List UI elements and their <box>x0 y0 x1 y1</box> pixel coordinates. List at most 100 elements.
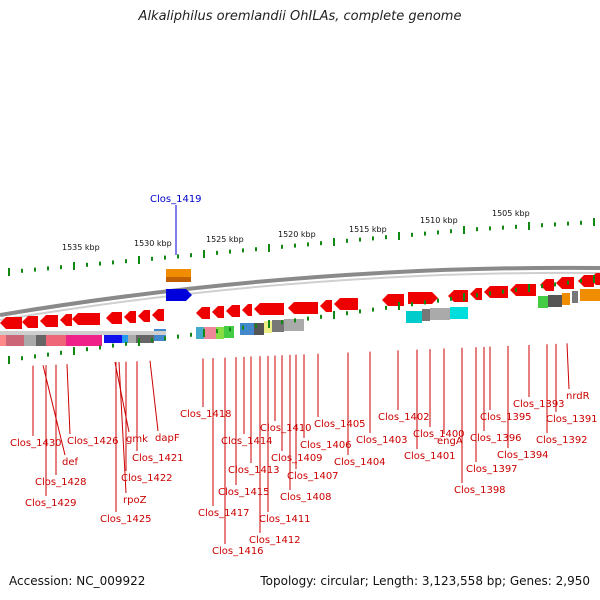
gene-label[interactable]: Clos_1393 <box>513 399 565 410</box>
gene-label[interactable]: Clos_1417 <box>198 508 250 519</box>
gene-label[interactable]: Clos_1409 <box>271 453 323 464</box>
lower-tick <box>463 293 465 301</box>
gene-label[interactable]: engA <box>437 436 463 447</box>
gene-arrow[interactable] <box>320 300 332 312</box>
scale-tick <box>580 220 582 225</box>
highlighted-gene-arrow[interactable] <box>166 289 192 301</box>
gene-label[interactable]: Clos_1430 <box>10 438 62 449</box>
gene-label[interactable]: Clos_1429 <box>25 498 77 509</box>
gene-arrow[interactable] <box>578 275 594 287</box>
gene-arrow[interactable] <box>510 284 536 296</box>
gene-label[interactable]: Clos_1405 <box>314 419 366 430</box>
lower-tick <box>255 323 257 328</box>
gene-label[interactable]: Clos_1408 <box>280 492 332 503</box>
lower-tick <box>515 287 517 292</box>
feature-block <box>216 327 224 339</box>
gene-arrow[interactable] <box>556 277 574 289</box>
gene-label[interactable]: dapF <box>155 433 180 444</box>
gene-label[interactable]: rpoZ <box>123 495 147 506</box>
gene-arrow[interactable] <box>408 292 438 304</box>
lower-tick <box>580 278 582 283</box>
gene-arrow[interactable] <box>254 303 284 315</box>
gene-label[interactable]: Clos_1396 <box>470 433 522 444</box>
highlighted-gene-label[interactable]: Clos_1419 <box>150 194 202 205</box>
lower-tick <box>177 334 179 339</box>
gene-label[interactable]: Clos_1406 <box>300 440 352 451</box>
gene-label[interactable]: Clos_1391 <box>546 414 598 425</box>
feature-strip <box>0 331 166 335</box>
gene-label[interactable]: Clos_1422 <box>121 473 173 484</box>
gene-arrow[interactable] <box>540 279 554 291</box>
gene-label[interactable]: Clos_1410 <box>260 423 312 434</box>
gene-label[interactable]: Clos_1403 <box>356 435 408 446</box>
gene-arrow[interactable] <box>106 312 122 324</box>
gene-label[interactable]: Clos_1398 <box>454 485 506 496</box>
gene-label[interactable]: nrdR <box>566 391 590 402</box>
feature-block <box>406 311 422 323</box>
gene-arrow[interactable] <box>334 298 358 310</box>
feature-block <box>0 334 6 346</box>
gene-arrow[interactable] <box>226 305 240 317</box>
scale-tick <box>268 244 270 252</box>
scale-bar: 1535 kbp 1530 kbp 1525 kbp 1520 kbp 1515 kbp… <box>8 209 595 276</box>
gene-label[interactable]: Clos_1418 <box>180 409 232 420</box>
scale-tick <box>112 260 114 265</box>
gene-arrow[interactable] <box>382 294 404 306</box>
gene-label[interactable]: Clos_1401 <box>404 451 456 462</box>
feature-block <box>548 295 562 307</box>
feature-block <box>196 327 204 339</box>
lower-tick <box>73 347 75 355</box>
gene-label[interactable]: Clos_1402 <box>378 412 430 423</box>
gene-label[interactable]: Clos_1428 <box>35 477 87 488</box>
scale-tick <box>528 222 530 230</box>
scale-tick <box>411 232 413 237</box>
gene-label[interactable]: Clos_1426 <box>67 436 119 447</box>
lower-tick <box>203 329 205 337</box>
gene-arrow[interactable] <box>124 311 136 323</box>
label-leader-line <box>114 362 130 433</box>
gene-arrow[interactable] <box>242 304 252 316</box>
gene-label[interactable]: def <box>62 457 79 468</box>
gene-arrow[interactable] <box>212 306 224 318</box>
label-leader-line <box>149 360 159 432</box>
gene-label[interactable]: Clos_1416 <box>212 546 264 557</box>
gene-arrow[interactable] <box>138 310 150 322</box>
gene-arrow[interactable] <box>196 307 210 319</box>
scale-tick <box>593 218 595 226</box>
gene-label[interactable]: Clos_1425 <box>100 514 152 525</box>
gene-label[interactable]: Clos_1397 <box>466 464 518 475</box>
gene-label[interactable]: Clos_1411 <box>259 514 311 525</box>
gene-label[interactable]: Clos_1407 <box>287 471 339 482</box>
feature-block <box>562 293 570 305</box>
gene-label[interactable]: Clos_1413 <box>228 465 280 476</box>
gene-label[interactable]: Clos_1412 <box>249 535 301 546</box>
gene-arrow[interactable] <box>288 302 318 314</box>
scale-tick-label: 1510 kbp <box>420 216 458 225</box>
gene-label[interactable]: Clos_1415 <box>218 487 270 498</box>
scale-tick <box>86 262 88 267</box>
gene-label[interactable]: Clos_1395 <box>480 412 532 423</box>
gene-label[interactable]: Clos_1400 <box>413 429 465 440</box>
gene-label[interactable]: Clos_1392 <box>536 435 588 446</box>
scale-tick <box>333 238 335 246</box>
gene-arrow[interactable] <box>0 317 22 329</box>
gene-arrow[interactable] <box>60 314 72 326</box>
lower-tick <box>294 318 296 323</box>
map-title: Alkaliphilus oremlandii OhILAs, complete… <box>138 9 462 24</box>
gene-arrow[interactable] <box>72 313 100 325</box>
feature-block <box>538 296 548 308</box>
scale-tick <box>177 254 179 259</box>
scale-tick <box>60 265 62 270</box>
scale-tick <box>320 241 322 246</box>
gene-arrow[interactable] <box>484 286 508 298</box>
gene-label[interactable]: Clos_1404 <box>334 457 386 468</box>
gene-arrow[interactable] <box>40 315 58 327</box>
gene-label[interactable]: Clos_1421 <box>132 453 184 464</box>
genome-backbone <box>0 265 600 317</box>
scale-tick <box>463 226 465 234</box>
gene-label[interactable]: Clos_1414 <box>221 436 273 447</box>
gene-label[interactable]: Clos_1394 <box>497 450 549 461</box>
gene-arrow[interactable] <box>152 309 164 321</box>
scale-tick <box>502 225 504 230</box>
gene-arrow[interactable] <box>22 316 38 328</box>
